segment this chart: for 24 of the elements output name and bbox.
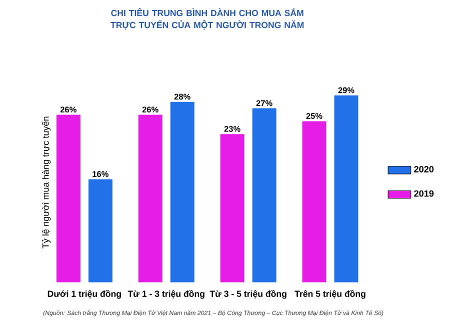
bar: [138, 114, 162, 282]
chart-title: CHI TIÊU TRUNG BÌNH DÀNH CHO MUA SẮM TRỰC TUYẾN CỦA MỘT NGƯỜI TRONG NĂM: [110, 8, 304, 30]
legend-label: 2019: [414, 190, 434, 197]
data-label: 28%: [174, 94, 190, 100]
bar: [56, 114, 80, 282]
data-label: 27%: [256, 100, 272, 106]
x-tick-label: Dưới 1 triệu đồng: [48, 290, 121, 299]
data-label: 23%: [224, 126, 240, 132]
data-label: 25%: [306, 113, 322, 119]
bar: [252, 108, 276, 282]
data-label: 16%: [92, 171, 108, 177]
x-tick-label: Từ 1 - 3 triệu đồng: [128, 290, 204, 299]
data-label: 26%: [60, 106, 76, 112]
bar: [88, 179, 112, 282]
x-tick-label: Từ 3 - 5 triệu đồng: [210, 290, 286, 299]
bar: [334, 95, 358, 282]
bar: [170, 102, 194, 282]
legend-label: 2020: [414, 166, 434, 172]
x-tick-label: Trên 5 triệu đồng: [294, 290, 366, 299]
bar: [302, 121, 326, 282]
bar: [220, 134, 244, 282]
data-label: 26%: [142, 106, 158, 112]
y-axis-title: Tỷ lệ người mua hàng trực tuyến: [42, 116, 51, 248]
data-label: 29%: [338, 87, 354, 94]
